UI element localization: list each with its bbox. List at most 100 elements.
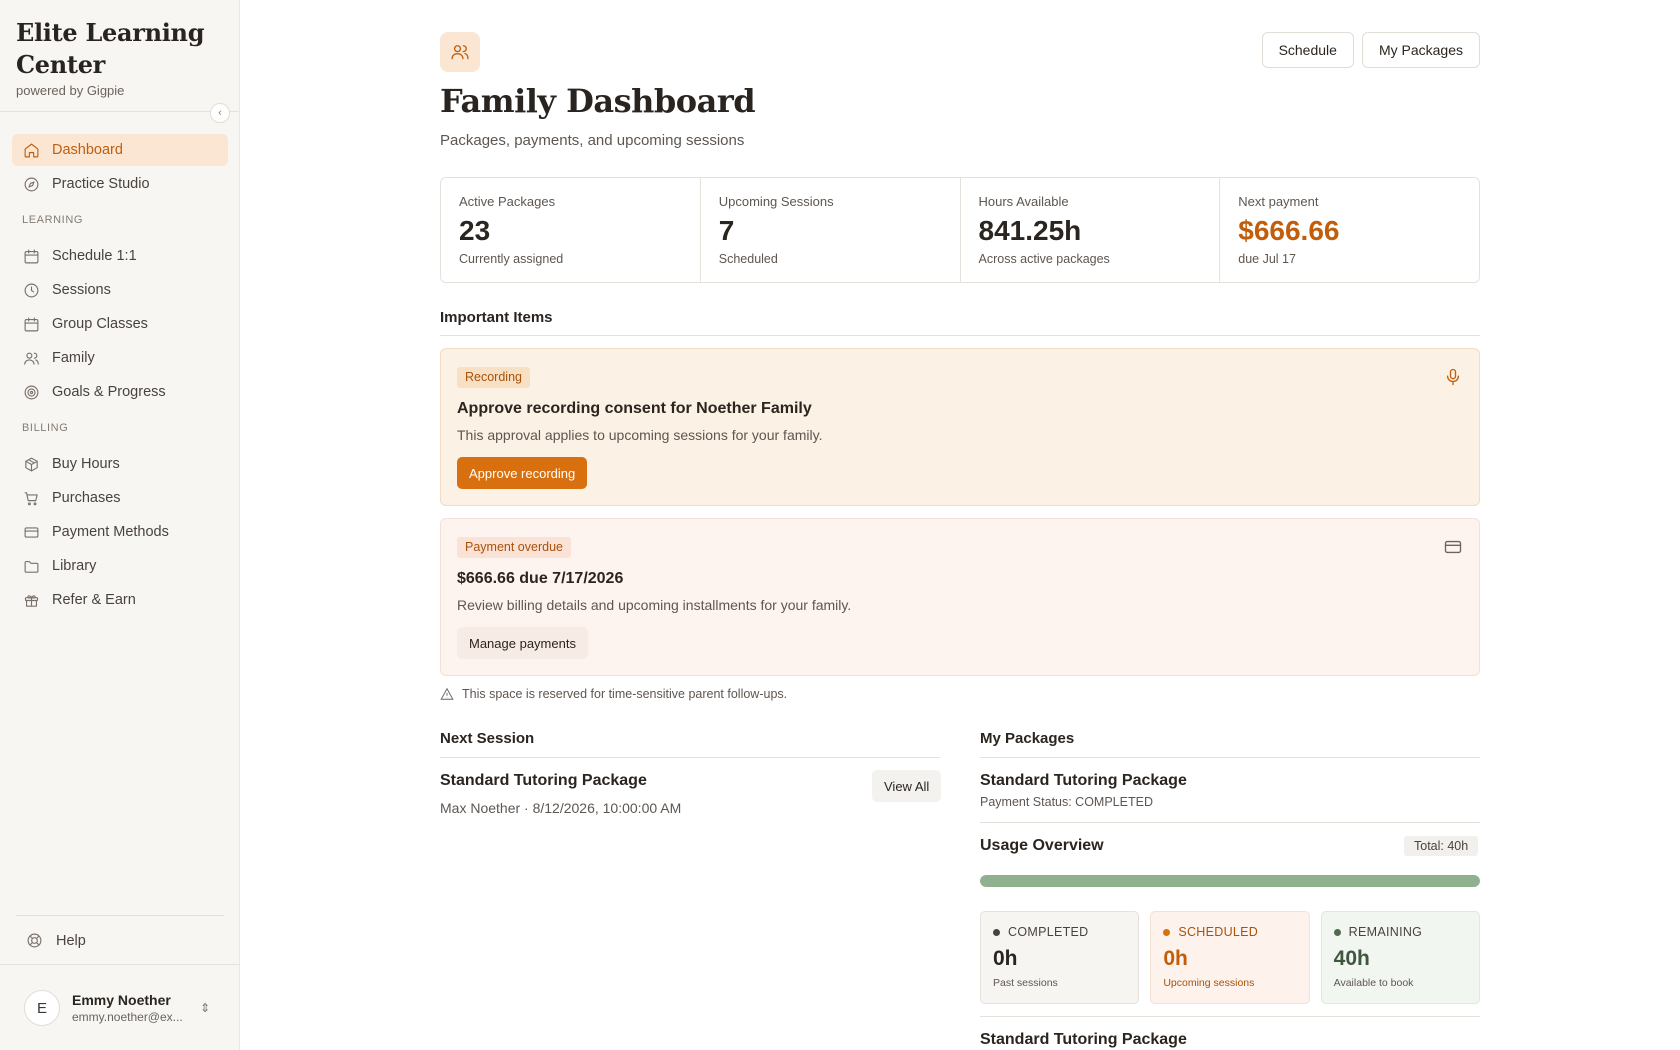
sidebar-item-buy-hours[interactable]: Buy Hours bbox=[12, 448, 228, 480]
next-session-meta: Max Noether · 8/12/2026, 10:00:00 AM bbox=[440, 800, 682, 816]
view-all-button[interactable]: View All bbox=[872, 770, 942, 802]
brand-title: Elite Learning Center bbox=[16, 18, 205, 79]
nav-group-billing: BILLING bbox=[22, 422, 69, 434]
payment-overdue-tag: Payment overdue bbox=[457, 537, 571, 558]
nav-group-learning: LEARNING bbox=[22, 214, 84, 226]
approve-recording-button[interactable]: Approve recording bbox=[457, 457, 588, 489]
status-dot bbox=[1333, 928, 1341, 936]
divider bbox=[980, 1016, 1480, 1017]
usage-card-completed: COMPLETED 0h Past sessions bbox=[980, 911, 1140, 1004]
sidebar-item-label: Family bbox=[52, 350, 95, 366]
folder-icon bbox=[22, 557, 40, 575]
stat-note: Currently assigned bbox=[459, 252, 564, 266]
page-title: Family Dashboard bbox=[440, 82, 756, 120]
divider bbox=[440, 757, 940, 758]
sidebar-item-sessions[interactable]: Sessions bbox=[12, 274, 228, 306]
brand: Elite Learning Center powered by Gigpie bbox=[0, 0, 239, 112]
stat-note: due Jul 17 bbox=[1238, 252, 1296, 266]
stat-hours-available: Hours Available 841.25h Across active pa… bbox=[961, 178, 1221, 282]
usage-card-label: COMPLETED bbox=[993, 925, 1126, 939]
usage-card-note: Past sessions bbox=[993, 977, 1058, 989]
sidebar-item-label: Buy Hours bbox=[52, 456, 120, 472]
sidebar-item-library[interactable]: Library bbox=[12, 550, 228, 582]
sidebar-item-label: Schedule 1:1 bbox=[52, 248, 137, 264]
schedule-button[interactable]: Schedule bbox=[1261, 32, 1354, 68]
calendar-icon bbox=[22, 247, 40, 265]
sidebar-item-label: Payment Methods bbox=[52, 524, 169, 540]
alert-title: $666.66 due 7/17/2026 bbox=[457, 570, 624, 587]
usage-card-label: REMAINING bbox=[1333, 925, 1467, 939]
sidebar-item-refer-earn[interactable]: Refer & Earn bbox=[12, 584, 228, 616]
usage-card-remaining: REMAINING 40h Available to book bbox=[1320, 911, 1480, 1004]
users-icon bbox=[22, 349, 40, 367]
sidebar-item-payment-methods[interactable]: Payment Methods bbox=[12, 516, 228, 548]
usage-card-label-text: COMPLETED bbox=[1008, 925, 1089, 939]
manage-payments-button[interactable]: Manage payments bbox=[457, 627, 588, 659]
microphone-icon bbox=[1443, 367, 1463, 392]
chevron-left-icon: ‹ bbox=[218, 107, 222, 119]
usage-card-note: Available to book bbox=[1333, 977, 1414, 989]
cart-icon bbox=[22, 489, 40, 507]
usage-card-value: 0h bbox=[993, 947, 1018, 970]
stat-note: Across active packages bbox=[978, 252, 1110, 266]
stat-next-payment: Next payment $666.66 due Jul 17 bbox=[1220, 178, 1479, 282]
brand-subtitle: powered by Gigpie bbox=[16, 83, 125, 98]
sidebar-item-label: Purchases bbox=[52, 490, 121, 506]
stat-value: $666.66 bbox=[1238, 215, 1340, 246]
follow-up-note: This space is reserved for time-sensitiv… bbox=[440, 687, 787, 701]
page-subtitle: Packages, payments, and upcoming session… bbox=[440, 132, 745, 149]
target-icon bbox=[22, 383, 40, 401]
sidebar-item-practice-studio[interactable]: Practice Studio bbox=[12, 168, 228, 200]
sidebar-item-label: Dashboard bbox=[52, 142, 123, 158]
my-packages-button[interactable]: My Packages bbox=[1361, 32, 1480, 68]
sidebar-item-schedule[interactable]: Schedule 1:1 bbox=[12, 240, 228, 272]
next-package-title: Standard Tutoring Package bbox=[980, 1031, 1187, 1048]
payment-status: Payment Status: COMPLETED bbox=[980, 795, 1153, 809]
alert-title: Approve recording consent for Noether Fa… bbox=[457, 400, 812, 417]
user-email: emmy.noether@ex... bbox=[72, 1010, 183, 1024]
status-dot bbox=[993, 928, 1000, 936]
user-menu[interactable]: E Emmy Noether emmy.noether@ex... ⇕ bbox=[24, 989, 224, 1027]
calendar-icon bbox=[22, 315, 40, 333]
next-session-title: Standard Tutoring Package bbox=[440, 772, 647, 789]
stat-label: Hours Available bbox=[978, 194, 1069, 209]
sidebar-item-goals[interactable]: Goals & Progress bbox=[12, 376, 228, 408]
clock-icon bbox=[22, 281, 40, 299]
stat-label: Upcoming Sessions bbox=[718, 194, 834, 209]
sidebar-item-purchases[interactable]: Purchases bbox=[12, 482, 228, 514]
package-icon bbox=[22, 455, 40, 473]
divider bbox=[0, 964, 240, 965]
divider bbox=[980, 757, 1480, 758]
sidebar-item-label: Library bbox=[52, 558, 97, 574]
stat-value: 23 bbox=[459, 215, 491, 246]
stat-value: 841.25h bbox=[978, 215, 1082, 246]
usage-card-scheduled: SCHEDULED 0h Upcoming sessions bbox=[1150, 911, 1310, 1004]
usage-card-label-text: REMAINING bbox=[1348, 925, 1423, 939]
sidebar-item-label: Practice Studio bbox=[52, 176, 150, 192]
sidebar-item-family[interactable]: Family bbox=[12, 342, 228, 374]
usage-progress-fill bbox=[980, 875, 1480, 887]
sidebar-item-group-classes[interactable]: Group Classes bbox=[12, 308, 228, 340]
sidebar-item-label: Goals & Progress bbox=[52, 384, 166, 400]
usage-card-value: 40h bbox=[1333, 947, 1370, 970]
sidebar-item-label: Sessions bbox=[52, 282, 111, 298]
home-icon bbox=[22, 141, 40, 159]
stat-note: Scheduled bbox=[718, 252, 778, 266]
sidebar-item-help[interactable]: Help bbox=[16, 925, 86, 957]
chevron-up-down-icon: ⇕ bbox=[200, 1001, 211, 1015]
credit-card-icon bbox=[1443, 537, 1463, 562]
avatar: E bbox=[24, 990, 60, 1026]
important-items-heading: Important Items bbox=[440, 309, 553, 326]
status-dot bbox=[1163, 928, 1171, 936]
usage-overview-title: Usage Overview bbox=[980, 837, 1104, 854]
recording-tag: Recording bbox=[457, 367, 530, 388]
my-packages-heading: My Packages bbox=[980, 730, 1075, 747]
payment-overdue-alert: Payment overdue $666.66 due 7/17/2026 Re… bbox=[440, 518, 1480, 676]
collapse-sidebar-button[interactable]: ‹ bbox=[210, 103, 230, 123]
sidebar-item-dashboard[interactable]: Dashboard bbox=[12, 134, 228, 166]
users-icon bbox=[440, 32, 480, 72]
lifebuoy-icon bbox=[26, 932, 44, 950]
total-hours-badge: Total: 40h bbox=[1404, 836, 1479, 856]
divider bbox=[980, 822, 1480, 823]
user-name: Emmy Noether bbox=[72, 992, 171, 1008]
